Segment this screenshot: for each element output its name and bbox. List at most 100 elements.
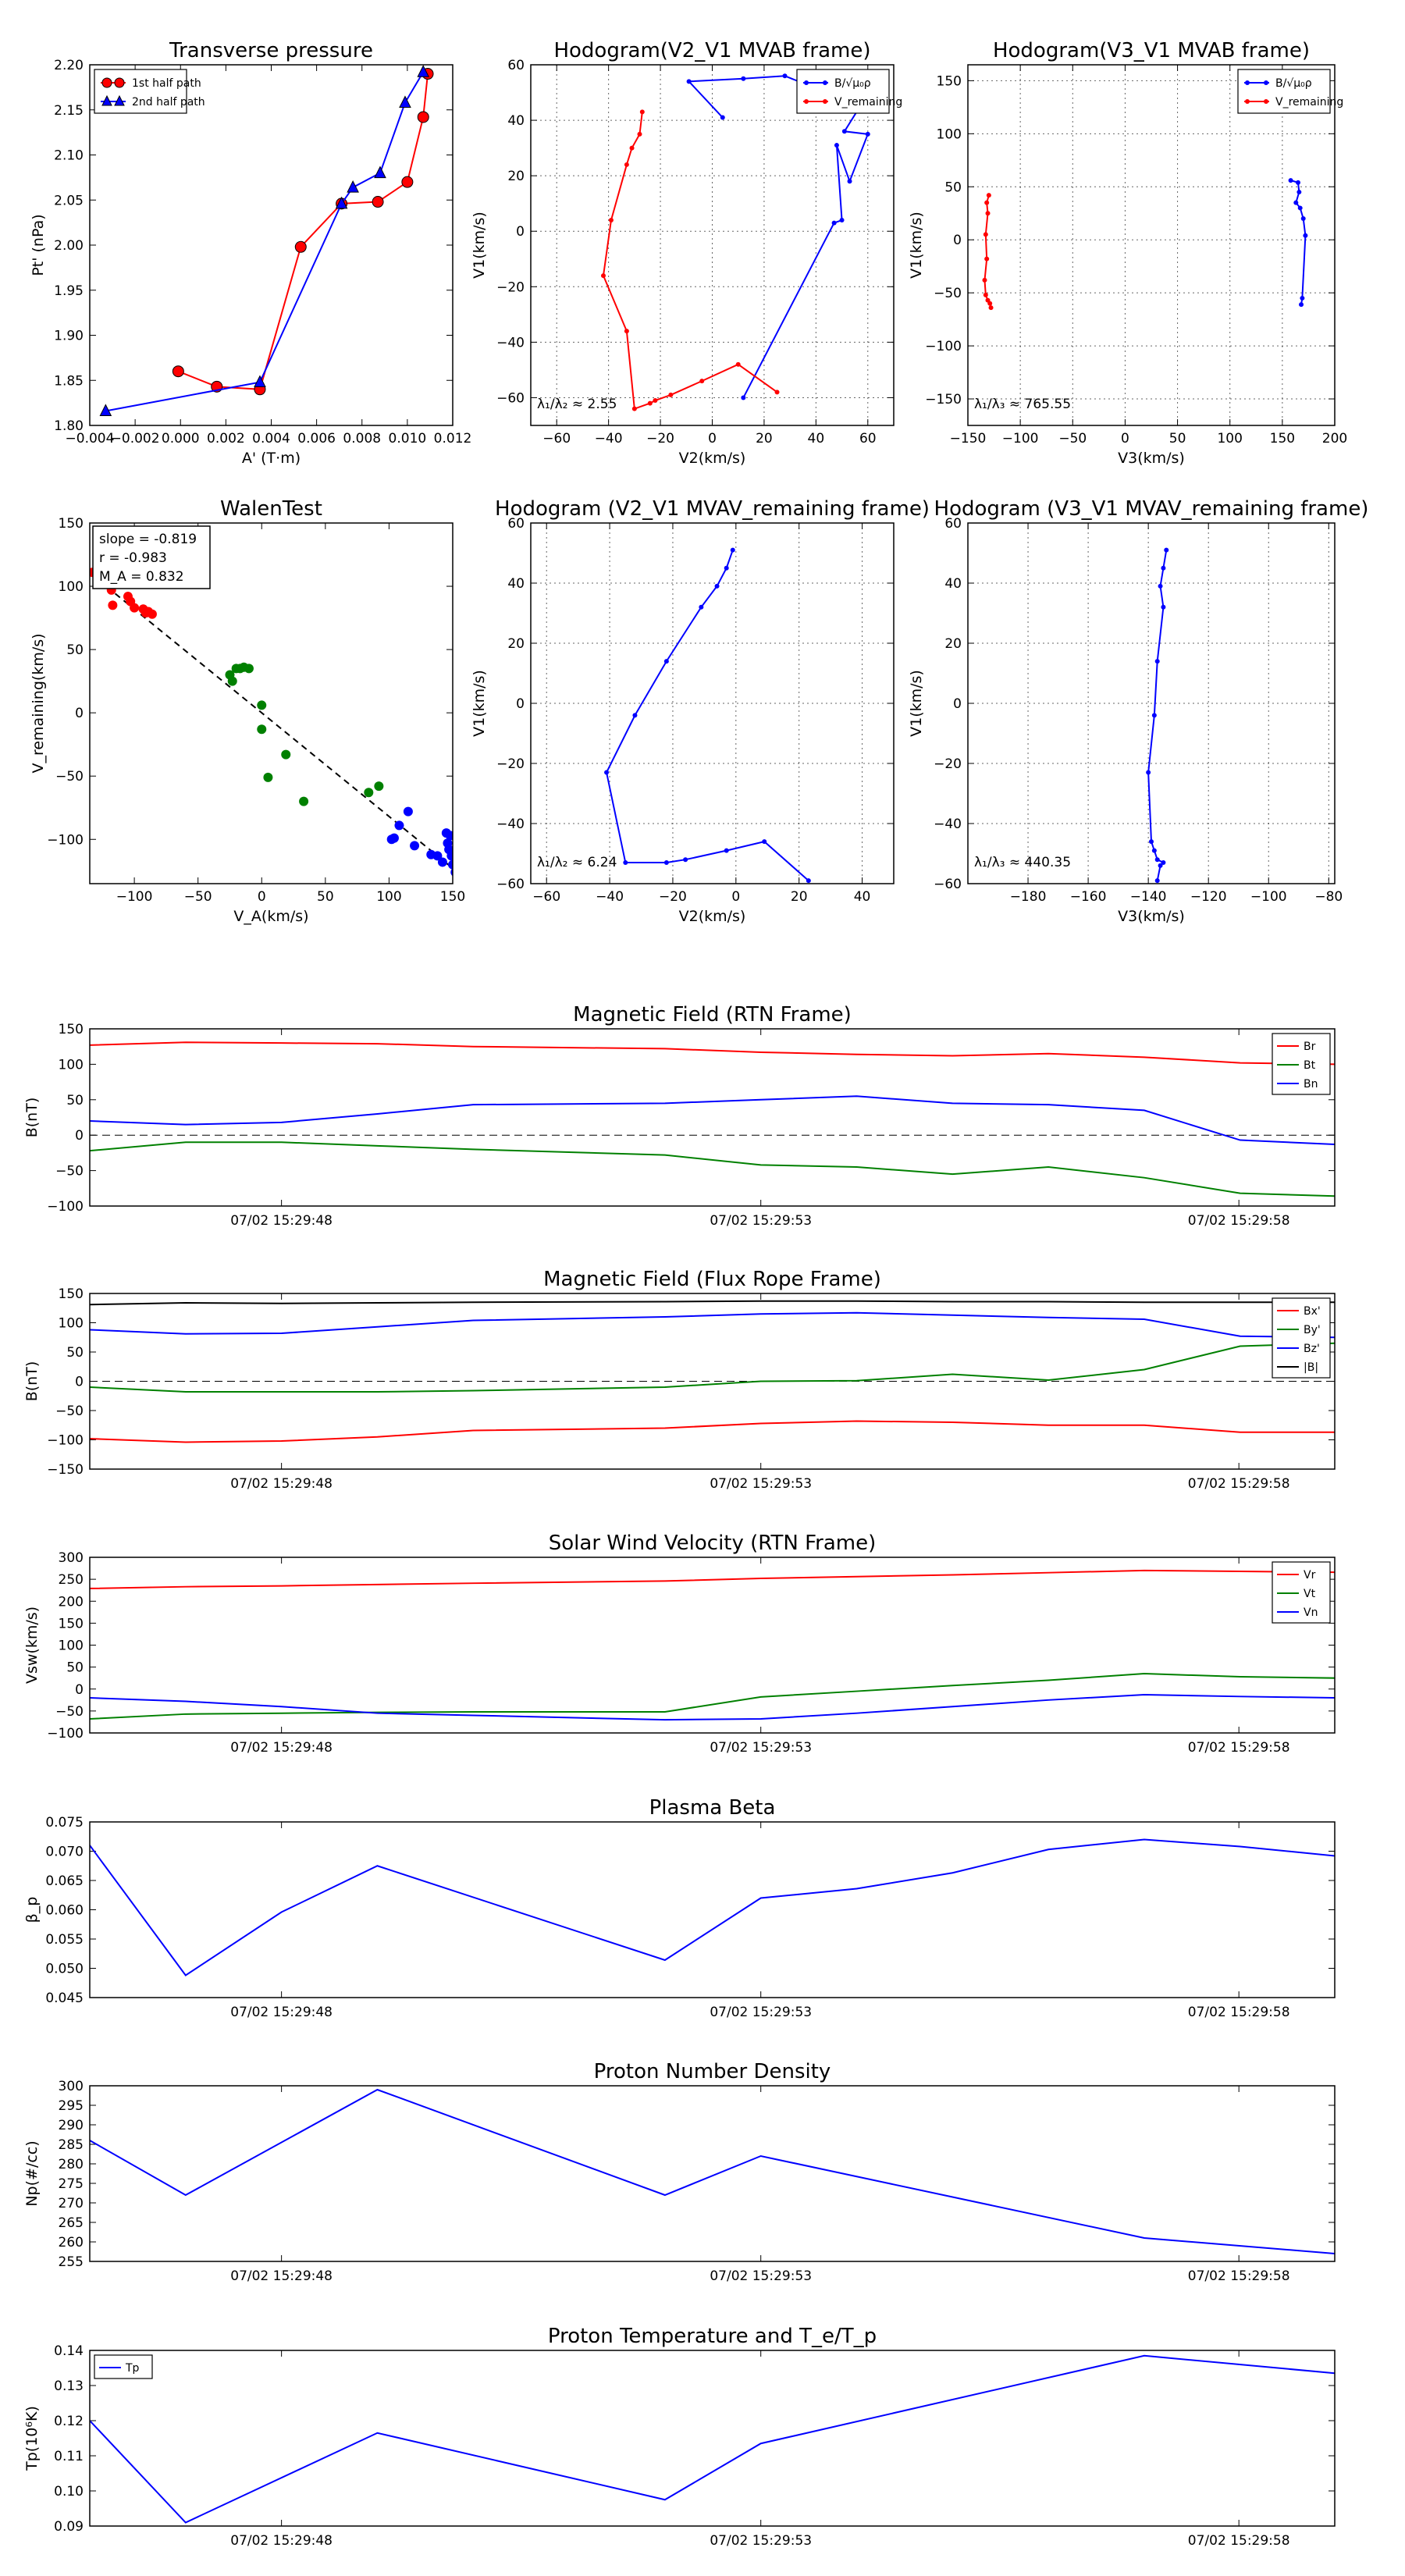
data-point [714, 583, 720, 589]
data-point [741, 76, 746, 81]
data-point [724, 565, 729, 571]
y-tick-label: 60 [507, 516, 525, 532]
plot-frame [89, 1821, 1336, 1998]
plot-area [604, 547, 811, 884]
data-point [623, 860, 628, 866]
x-tick-label: −60 [532, 889, 560, 905]
data-point [1151, 848, 1157, 853]
legend-label: V_remaining [834, 96, 902, 109]
x-tick-label: 07/02 15:29:58 [1188, 2005, 1290, 2020]
y-axis-label: Pt' (nPa) [30, 214, 47, 276]
chart-title: WalenTest [220, 497, 322, 521]
data-point [335, 196, 348, 209]
legend-marker [114, 77, 125, 88]
data-point [653, 398, 658, 404]
x-tick-label: −100 [116, 889, 153, 905]
legend: 1st half path 2nd half path [94, 69, 205, 114]
legend-label: By' [1304, 1324, 1321, 1336]
x-axis-label: V2(km/s) [679, 908, 746, 925]
x-tick-label: 07/02 15:29:53 [710, 1213, 812, 1229]
series-line-Vt [90, 1673, 1335, 1720]
y-tick-label: 40 [507, 576, 525, 592]
y-tick-label: −100 [47, 1726, 84, 1742]
legend-label: V_remaining [1275, 96, 1343, 109]
data-point [637, 131, 642, 137]
legend-label: 2nd half path [132, 96, 205, 109]
data-point [410, 841, 420, 851]
fit-line [90, 572, 453, 870]
data-point [417, 111, 429, 123]
data-point [724, 848, 729, 853]
data-point [984, 200, 990, 205]
data-point [394, 820, 404, 831]
data-point [1164, 547, 1169, 553]
plot-area [90, 1300, 1335, 1443]
data-point [1161, 565, 1166, 571]
y-tick-label: −50 [55, 769, 84, 785]
y-tick-label: −20 [496, 756, 525, 772]
eigen-ratio-annotation: λ₁/λ₃ ≈ 765.55 [974, 397, 1071, 412]
legend-marker [823, 80, 827, 85]
legend-marker [1245, 80, 1250, 85]
y-tick-label: 50 [66, 1345, 84, 1361]
series-line-beta [90, 1838, 1335, 1976]
y-axis-label: V1(km/s) [471, 670, 488, 737]
plot-frame [89, 2085, 1336, 2262]
y-tick-label: 0.09 [54, 2519, 84, 2535]
y-tick-label: 20 [944, 636, 962, 652]
y-tick-label: 100 [59, 579, 84, 595]
legend-marker [114, 94, 125, 106]
y-tick-label: 0 [953, 696, 962, 712]
x-tick-label: −100 [1250, 889, 1287, 905]
x-tick-label: 07/02 15:29:48 [230, 1213, 333, 1229]
y-tick-label: 2.05 [54, 193, 84, 208]
panel-1: −60 −40 −20 0 20 40 60 −60 −40 −20 0 20 40 60 Hodogram… [471, 39, 902, 467]
panel-0: −0.004−0.002 0.000 0.002 0.004 0.006 0.008 0.0… [30, 39, 471, 467]
data-point [699, 604, 704, 610]
plot-area [90, 568, 453, 877]
y-tick-label: −60 [496, 390, 525, 406]
eigen-ratio-annotation: λ₁/λ₂ ≈ 6.24 [537, 855, 617, 870]
data-point [686, 79, 692, 84]
plot-area [90, 2088, 1335, 2254]
y-tick-label: 60 [507, 58, 525, 73]
plot-frame [530, 64, 895, 426]
data-point [668, 392, 674, 397]
y-tick-label: 50 [66, 642, 84, 658]
chart-title: Plasma Beta [649, 1796, 776, 1820]
data-point [263, 772, 273, 782]
plot-area [90, 1041, 1335, 1197]
y-tick-label: −150 [47, 1462, 84, 1478]
y-tick-label: 0 [75, 1682, 84, 1698]
x-tick-label: 150 [440, 889, 465, 905]
x-tick-label: 07/02 15:29:58 [1188, 2268, 1290, 2284]
data-point [983, 292, 988, 297]
data-point [1296, 180, 1300, 185]
x-tick-label: 07/02 15:29:58 [1188, 1476, 1290, 1492]
legend-label: B/√μ₀ρ [1275, 77, 1312, 90]
plot-frame [89, 1557, 1336, 1734]
chart-title: Transverse pressure [169, 39, 373, 62]
data-point [1288, 178, 1293, 183]
eigen-ratio-annotation: λ₁/λ₂ ≈ 2.55 [537, 397, 617, 412]
x-tick-label: 07/02 15:29:58 [1188, 1740, 1290, 1756]
plot-frame [89, 1028, 1336, 1207]
stats-line: slope = -0.819 [99, 532, 197, 547]
y-axis-label: β_p [23, 1897, 41, 1923]
series-line-Bz' [90, 1311, 1335, 1339]
x-tick-label: 50 [317, 889, 334, 905]
x-tick-label: −50 [1058, 431, 1087, 447]
y-axis-label: V1(km/s) [908, 670, 925, 737]
y-tick-label: 0.075 [45, 1815, 84, 1831]
x-tick-label: 07/02 15:29:53 [710, 2268, 812, 2284]
data-point [984, 256, 990, 262]
legend-box [94, 69, 187, 114]
y-tick-label: 50 [66, 1093, 84, 1108]
plot-area [90, 2354, 1335, 2524]
data-point [108, 600, 118, 610]
y-tick-label: 260 [59, 2235, 84, 2250]
y-tick-label: −50 [55, 1404, 84, 1419]
y-tick-label: −40 [496, 335, 525, 350]
data-point [762, 839, 767, 845]
x-tick-label: 0 [258, 889, 266, 905]
